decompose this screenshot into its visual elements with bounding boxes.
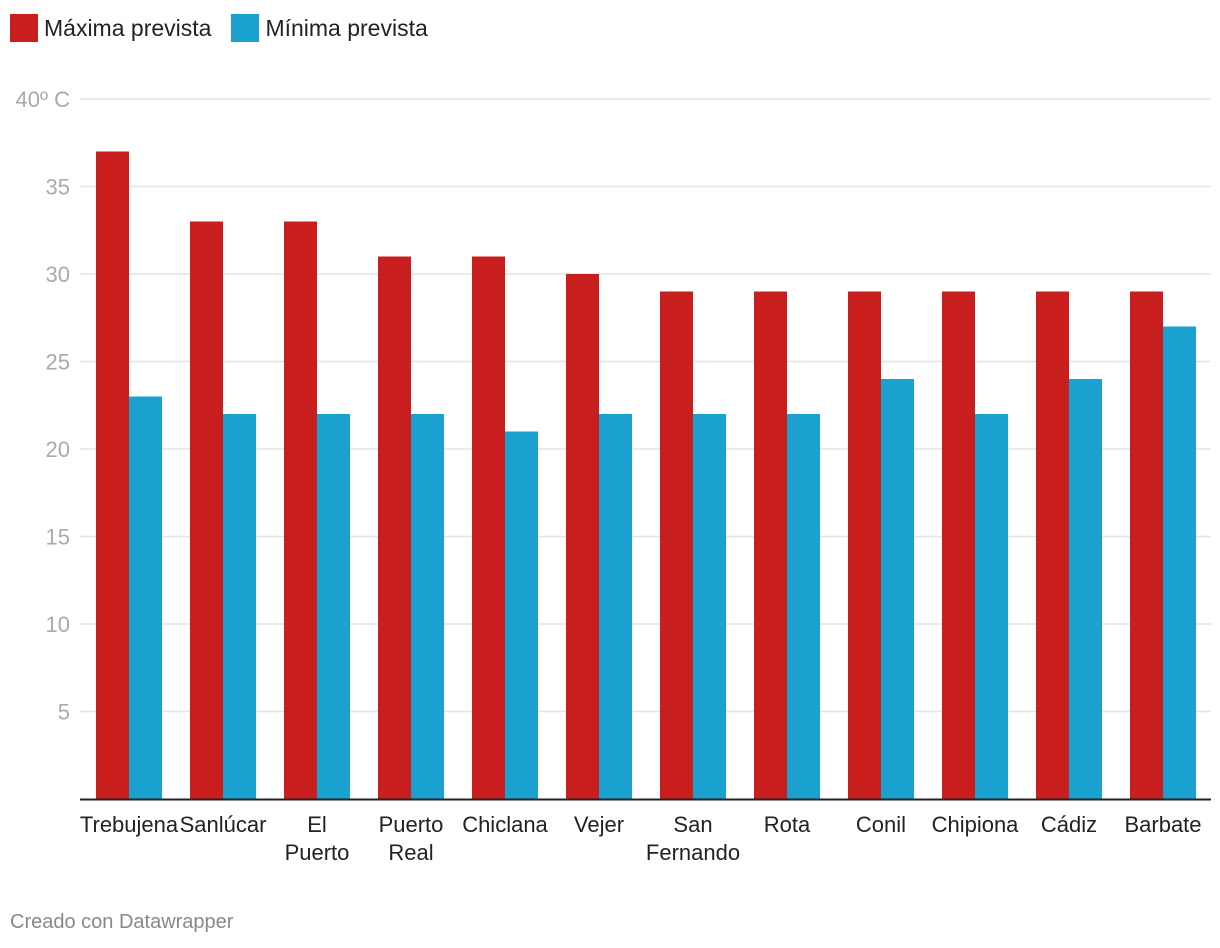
bar-max: [96, 151, 129, 799]
legend-label-min: Mínima prevista: [265, 14, 428, 41]
bar-max: [284, 221, 317, 799]
footer-credit: Creado con Datawrapper: [10, 911, 234, 933]
bar-max: [1036, 291, 1069, 799]
legend-item-min: Mínima prevista: [231, 14, 428, 42]
bar-max: [566, 274, 599, 799]
x-category-label: El Puerto: [285, 812, 350, 865]
y-tick-label: 40º C: [15, 87, 70, 112]
x-category-label: Puerto Real: [379, 812, 444, 865]
x-category-label: Chipiona: [932, 812, 1020, 837]
x-category-label: Conil: [856, 812, 906, 837]
x-category-label: San Fernando: [646, 812, 740, 865]
bar-min: [599, 414, 632, 799]
y-tick-label: 25: [46, 350, 70, 375]
y-tick-label: 15: [46, 525, 70, 550]
bar-max: [190, 221, 223, 799]
bar-min: [223, 414, 256, 799]
y-tick-label: 35: [46, 175, 70, 200]
bar-max: [472, 256, 505, 799]
chart-legend: Máxima prevista Mínima prevista: [10, 12, 448, 44]
bar-max: [378, 256, 411, 799]
bar-min: [1069, 379, 1102, 799]
bar-chart: 40º C 35 30 25 20 15 10 5 Trebujena Sanlúcar El Pue…: [15, 87, 1211, 865]
bar-min: [693, 414, 726, 799]
y-tick-label: 10: [46, 612, 70, 637]
y-tick-label: 30: [46, 262, 70, 287]
legend-item-max: Máxima prevista: [10, 14, 211, 42]
bar-min: [975, 414, 1008, 799]
bar-min: [505, 431, 538, 799]
bar-min: [787, 414, 820, 799]
bar-max: [942, 291, 975, 799]
legend-swatch-max: [10, 14, 38, 42]
bar-min: [411, 414, 444, 799]
bar-max: [848, 291, 881, 799]
x-category-label: Rota: [764, 812, 811, 837]
bar-min: [1163, 326, 1196, 799]
x-category-label: Trebujena: [80, 812, 179, 837]
bar-min: [129, 396, 162, 799]
y-tick-label: 20: [46, 437, 70, 462]
x-category-label: Cádiz: [1041, 812, 1097, 837]
x-category-label: Chiclana: [462, 812, 548, 837]
x-category-label: Barbate: [1124, 812, 1201, 837]
x-category-label: Sanlúcar: [180, 812, 267, 837]
x-category-label: Vejer: [574, 812, 624, 837]
bar-max: [660, 291, 693, 799]
bar-min: [881, 379, 914, 799]
legend-swatch-min: [231, 14, 260, 42]
legend-label-max: Máxima prevista: [44, 14, 212, 41]
bar-min: [317, 414, 350, 799]
y-tick-label: 5: [58, 700, 70, 725]
bar-max: [754, 291, 787, 799]
bar-max: [1130, 291, 1163, 799]
